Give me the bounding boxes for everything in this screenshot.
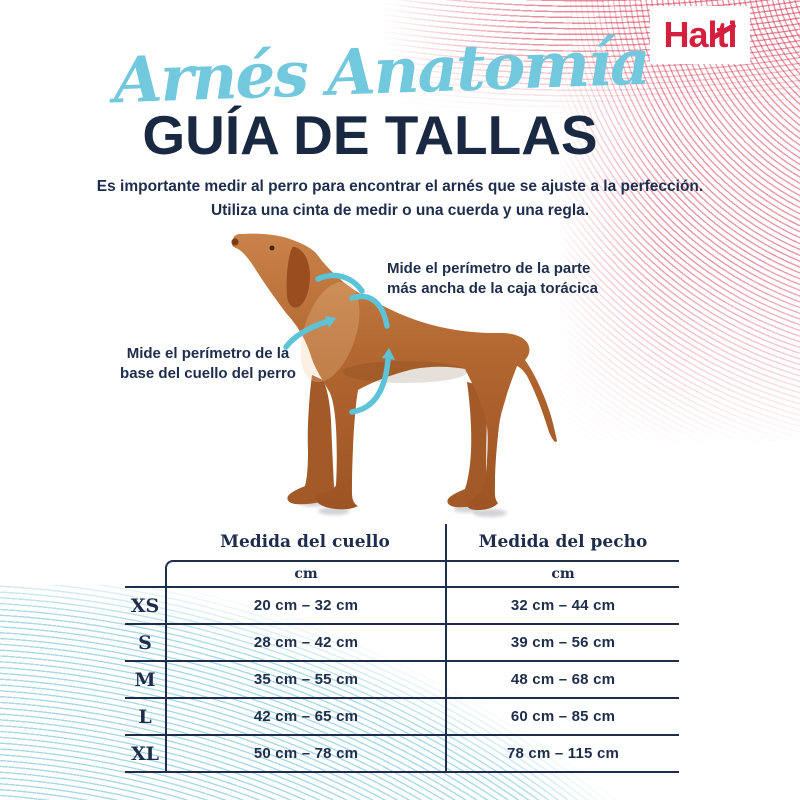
neck-column-header: Medida del cuello (220, 532, 390, 552)
table-header-row: Medida del cuello Medida del pecho (125, 524, 679, 560)
chest-note-line-1: Mide el perímetro de la parte (387, 260, 591, 277)
chest-range: 32 cm – 44 cm (445, 588, 679, 623)
dog-eye (269, 245, 275, 251)
intro-line-2: Utiliza una cinta de medir o una cuerda … (210, 202, 590, 220)
chest-column-header: Medida del pecho (445, 524, 679, 560)
size-label: XL (130, 742, 160, 765)
size-label: M (134, 668, 156, 691)
dog-far-front-leg (287, 375, 334, 505)
table-row: L 42 cm – 65 cm 60 cm – 85 cm (125, 699, 679, 736)
neck-range: 28 cm – 42 cm (165, 625, 445, 660)
intro-line-1: Es importante medir al perro para encont… (96, 178, 704, 195)
neck-arrow-icon (283, 272, 365, 350)
neck-note-line-1: Mide el perímetro de la (126, 345, 290, 362)
size-label: S (138, 631, 152, 654)
table-row: M 35 cm – 55 cm 48 cm – 68 cm (125, 662, 679, 699)
table-unit-row: cm cm (125, 560, 679, 588)
size-label: XS (130, 594, 160, 617)
neck-measure-note: Mide el perímetro de la base del cuello … (118, 344, 298, 384)
chest-range: 60 cm – 85 cm (445, 699, 679, 734)
neck-unit: cm (165, 560, 445, 586)
halti-logo: Halti (650, 6, 750, 64)
neck-note-line-2: base del cuello del perro (120, 365, 296, 382)
neck-range: 50 cm – 78 cm (165, 736, 445, 771)
dog-belly-shading (343, 361, 467, 383)
dog-far-rear-leg (447, 382, 488, 508)
neck-range: 20 cm – 32 cm (165, 588, 445, 623)
table-row: XL 50 cm – 78 cm 78 cm – 115 cm (125, 736, 679, 773)
chest-range: 39 cm – 56 cm (445, 625, 679, 660)
chest-range: 48 cm – 68 cm (445, 662, 679, 697)
feet-shadows (299, 499, 507, 517)
size-table: Medida del cuello Medida del pecho cm cm… (125, 524, 679, 773)
chest-unit: cm (445, 560, 679, 586)
dog-ear (286, 246, 310, 308)
neck-range: 42 cm – 65 cm (165, 699, 445, 734)
chest-measure-note: Mide el perímetro de la parte más ancha … (387, 259, 598, 299)
chest-note-line-2: más ancha de la caja torácica (387, 280, 598, 297)
page-title: GUÍA DE TALLAS (142, 104, 598, 166)
dog-nose (231, 238, 239, 246)
neck-range: 35 cm – 55 cm (165, 662, 445, 697)
chest-arrow-icon (349, 293, 395, 415)
intro-text: Es importante medir al perro para encont… (0, 175, 800, 223)
table-row: S 28 cm – 42 cm 39 cm – 56 cm (125, 625, 679, 662)
size-label: L (138, 705, 152, 728)
halti-logo-text: Halti (663, 14, 737, 55)
dog-chest-highlight (300, 281, 360, 383)
table-row: XS 20 cm – 32 cm 32 cm – 44 cm (125, 588, 679, 625)
chest-range: 78 cm – 115 cm (445, 736, 679, 771)
